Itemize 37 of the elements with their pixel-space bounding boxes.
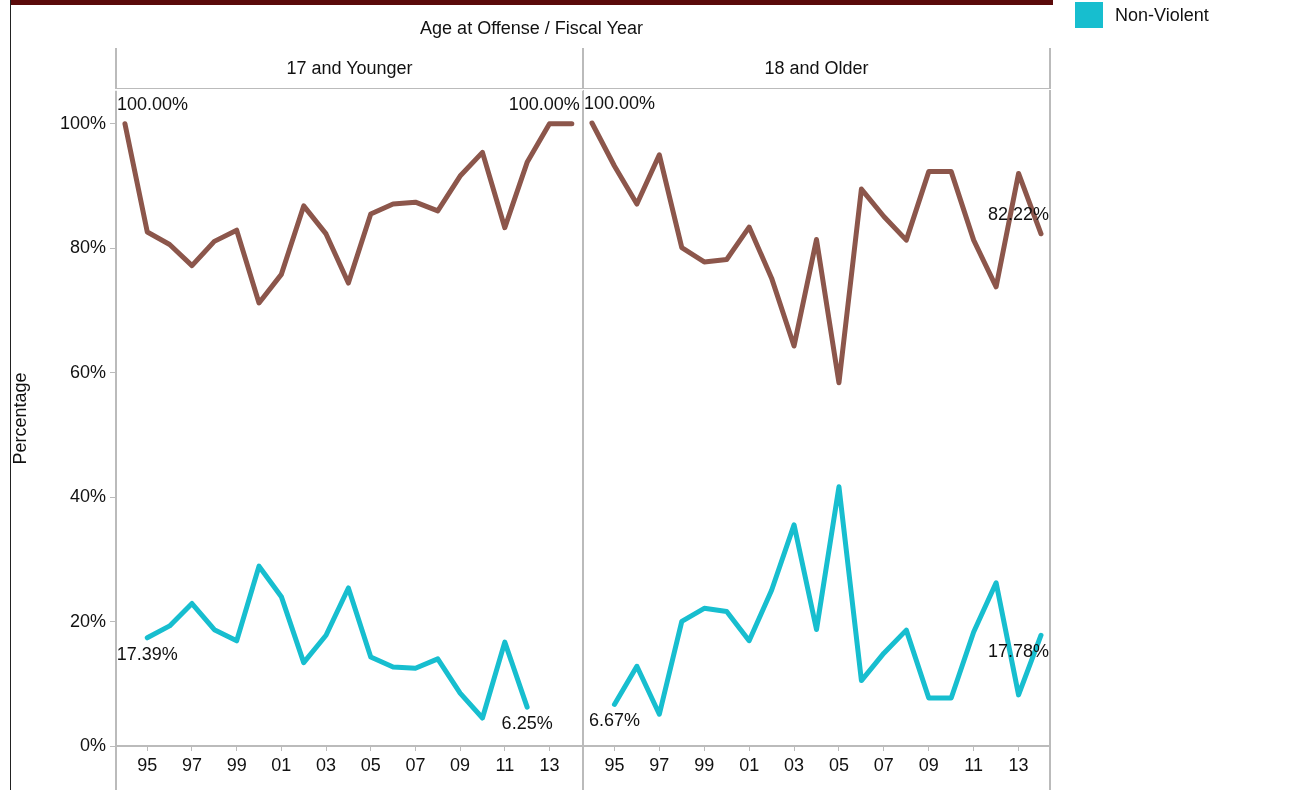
x-tick-label: 07 (873, 754, 894, 775)
x-tick-label: 13 (1008, 754, 1029, 775)
y-tick-label: 60% (69, 361, 106, 382)
y-tick-label: 80% (69, 237, 106, 258)
y-tick-label: 0% (79, 734, 106, 755)
x-tick-label: 99 (226, 754, 247, 775)
x-tick-label: 95 (604, 754, 625, 775)
legend-label: Non-Violent (1115, 4, 1209, 26)
x-tick-label: 11 (495, 754, 515, 775)
y-tick-label: 100% (59, 112, 106, 133)
data-label: 100.00% (508, 93, 580, 114)
x-tick-label: 97 (181, 754, 202, 775)
x-tick-label: 07 (405, 754, 426, 775)
x-tick-label: 09 (450, 754, 471, 775)
chart-title: 18 and Older (582, 48, 1051, 89)
y-tick-label: 40% (69, 486, 106, 507)
data-label: 6.25% (501, 713, 553, 734)
x-tick-label: 99 (694, 754, 715, 775)
text: Age at Offense / Fiscal Year (419, 18, 644, 39)
data-label: 6.67% (588, 710, 640, 731)
data-label: 100.00% (583, 92, 656, 113)
x-tick-label: 01 (271, 754, 292, 775)
x-tick-label: 09 (918, 754, 939, 775)
data-label: 17.39% (116, 643, 178, 664)
chart-title: 17 and Younger (115, 48, 584, 89)
x-tick-label: 13 (539, 754, 560, 775)
y-tick-label: 20% (69, 610, 106, 631)
x-tick-label: 05 (828, 754, 849, 775)
y-axis-title: Percentage (9, 372, 30, 465)
x-tick-label: 97 (649, 754, 670, 775)
x-tick-label: 05 (360, 754, 381, 775)
data-label: 100.00% (116, 93, 188, 114)
x-tick-label: 01 (739, 754, 760, 775)
x-tick-label: 11 (964, 754, 984, 775)
x-tick-label: 03 (316, 754, 337, 775)
x-tick-label: 03 (784, 754, 805, 775)
x-tick-label: 95 (137, 754, 158, 775)
